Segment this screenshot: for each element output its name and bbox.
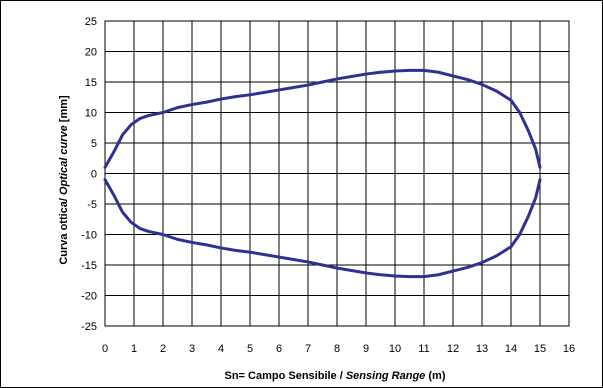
x-tick-label: 9: [363, 343, 369, 355]
x-tick-label: 3: [189, 343, 195, 355]
y-tick-label: -25: [81, 321, 97, 333]
y-tick-label: 25: [85, 16, 97, 28]
x-tick-label: 5: [247, 343, 253, 355]
x-tick-label: 2: [160, 343, 166, 355]
y-tick-label: 0: [91, 169, 97, 181]
y-tick-label: -5: [87, 199, 97, 211]
series-layer: [103, 68, 542, 279]
x-tick-label: 14: [505, 343, 517, 355]
x-tick-label: 10: [389, 343, 401, 355]
grid-layer: [104, 20, 570, 327]
x-tick-label: 16: [563, 343, 575, 355]
x-tick-label: 15: [534, 343, 546, 355]
y-tick-label: -10: [81, 230, 97, 242]
x-tick-label: 13: [476, 343, 488, 355]
x-tick-label: 12: [447, 343, 459, 355]
y-tick-label: 10: [85, 108, 97, 120]
x-tick-label: 7: [305, 343, 311, 355]
series-upper-curve: [103, 68, 542, 169]
y-axis-title: Curva ottica/ Optical curve [mm]: [58, 95, 70, 265]
series-lower-curve: [103, 178, 542, 279]
x-tick-label: 6: [276, 343, 282, 355]
y-tick-label: -20: [81, 291, 97, 303]
tick-labels: 0 1 2 3 4 5 6 7 8 9 10 11 12 13 14 15 162520151050-5-10-…: [81, 16, 575, 355]
y-tick-label: 20: [85, 47, 97, 59]
y-tick-label: 15: [85, 77, 97, 89]
x-tick-label: 8: [334, 343, 340, 355]
y-tick-label: 5: [91, 138, 97, 150]
y-tick-label: -15: [81, 260, 97, 272]
x-axis-title: Sn= Campo Sensibile / Sensing Range (m): [225, 370, 446, 382]
x-tick-label: 1: [131, 343, 137, 355]
x-tick-label: 4: [218, 343, 224, 355]
x-tick-label: 0: [102, 343, 108, 355]
x-tick-label: 11: [418, 343, 429, 355]
